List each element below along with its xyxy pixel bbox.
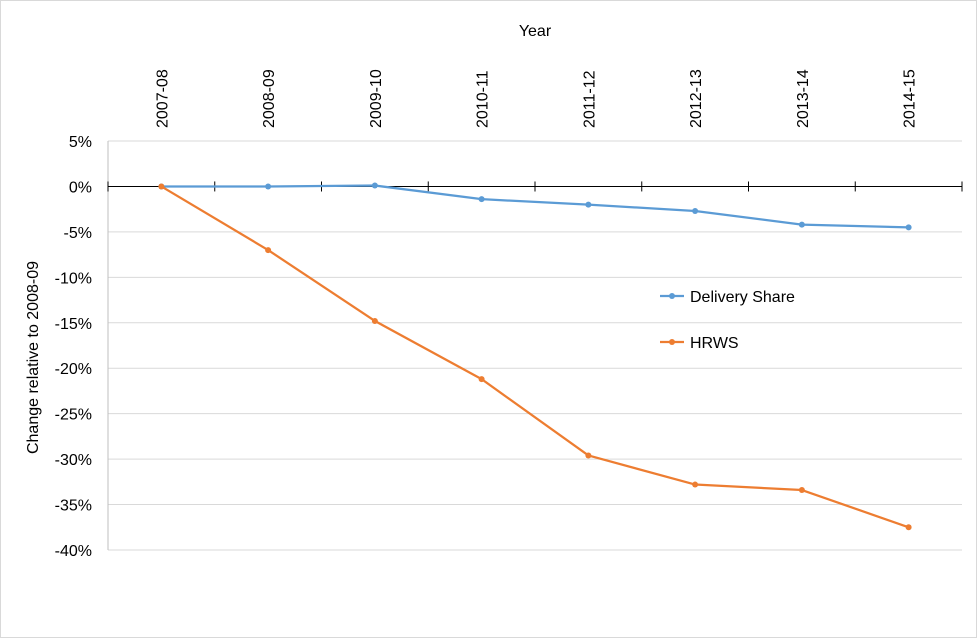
y-tick-label: -40% bbox=[55, 543, 92, 560]
series-line-0 bbox=[161, 184, 909, 229]
x-tick-label: 2008-09 bbox=[261, 69, 278, 128]
data-point bbox=[798, 221, 805, 228]
y-tick-labels: 5% 0% -5% -10% -15% -20% -25% -30% -35% -40% bbox=[55, 134, 92, 560]
data-point bbox=[478, 196, 485, 203]
data-point bbox=[905, 224, 912, 231]
data-point bbox=[905, 524, 912, 531]
y-tick-label: -10% bbox=[55, 270, 92, 287]
data-point bbox=[371, 182, 378, 189]
legend: Delivery Share HRWS bbox=[660, 289, 795, 352]
data-point bbox=[692, 481, 699, 488]
x-tick-label: 2012-13 bbox=[688, 69, 705, 128]
data-point bbox=[585, 201, 592, 208]
data-point bbox=[158, 183, 165, 190]
data-point bbox=[371, 317, 378, 324]
y-tick-label: 5% bbox=[69, 134, 92, 151]
x-tick-label: 2011-12 bbox=[581, 70, 598, 128]
x-tick-marks bbox=[107, 181, 963, 192]
y-tick-label: -5% bbox=[64, 225, 92, 242]
legend-swatch-marker bbox=[669, 293, 675, 299]
legend-label: Delivery Share bbox=[690, 289, 795, 306]
data-point bbox=[585, 452, 592, 459]
data-point bbox=[478, 376, 485, 383]
x-tick-label: 2009-10 bbox=[368, 69, 385, 128]
series-layer bbox=[158, 182, 912, 531]
series-line-1 bbox=[160, 185, 909, 529]
y-tick-label: 0% bbox=[69, 179, 92, 196]
gridlines bbox=[108, 140, 962, 551]
data-point bbox=[265, 247, 272, 254]
x-tick-label: 2010-11 bbox=[475, 70, 492, 128]
x-tick-label: 2007-08 bbox=[154, 69, 171, 128]
data-point bbox=[798, 487, 805, 494]
y-tick-label: -20% bbox=[55, 361, 92, 378]
legend-label: HRWS bbox=[690, 335, 739, 352]
data-point bbox=[692, 207, 699, 214]
y-tick-label: -35% bbox=[55, 498, 92, 515]
x-tick-label: 2014-15 bbox=[902, 69, 919, 128]
legend-swatch-marker bbox=[669, 339, 675, 345]
x-axis-label: Year bbox=[519, 23, 552, 40]
x-tick-labels: 2007-08 2008-09 2009-10 2010-11 2011-12 2012-… bbox=[154, 69, 918, 128]
y-tick-label: -15% bbox=[55, 316, 92, 333]
y-tick-label: -25% bbox=[55, 407, 92, 424]
data-point bbox=[265, 183, 272, 190]
y-axis-label: Change relative to 2008-09 bbox=[25, 261, 42, 454]
y-tick-label: -30% bbox=[55, 452, 92, 469]
x-tick-label: 2013-14 bbox=[795, 69, 812, 128]
